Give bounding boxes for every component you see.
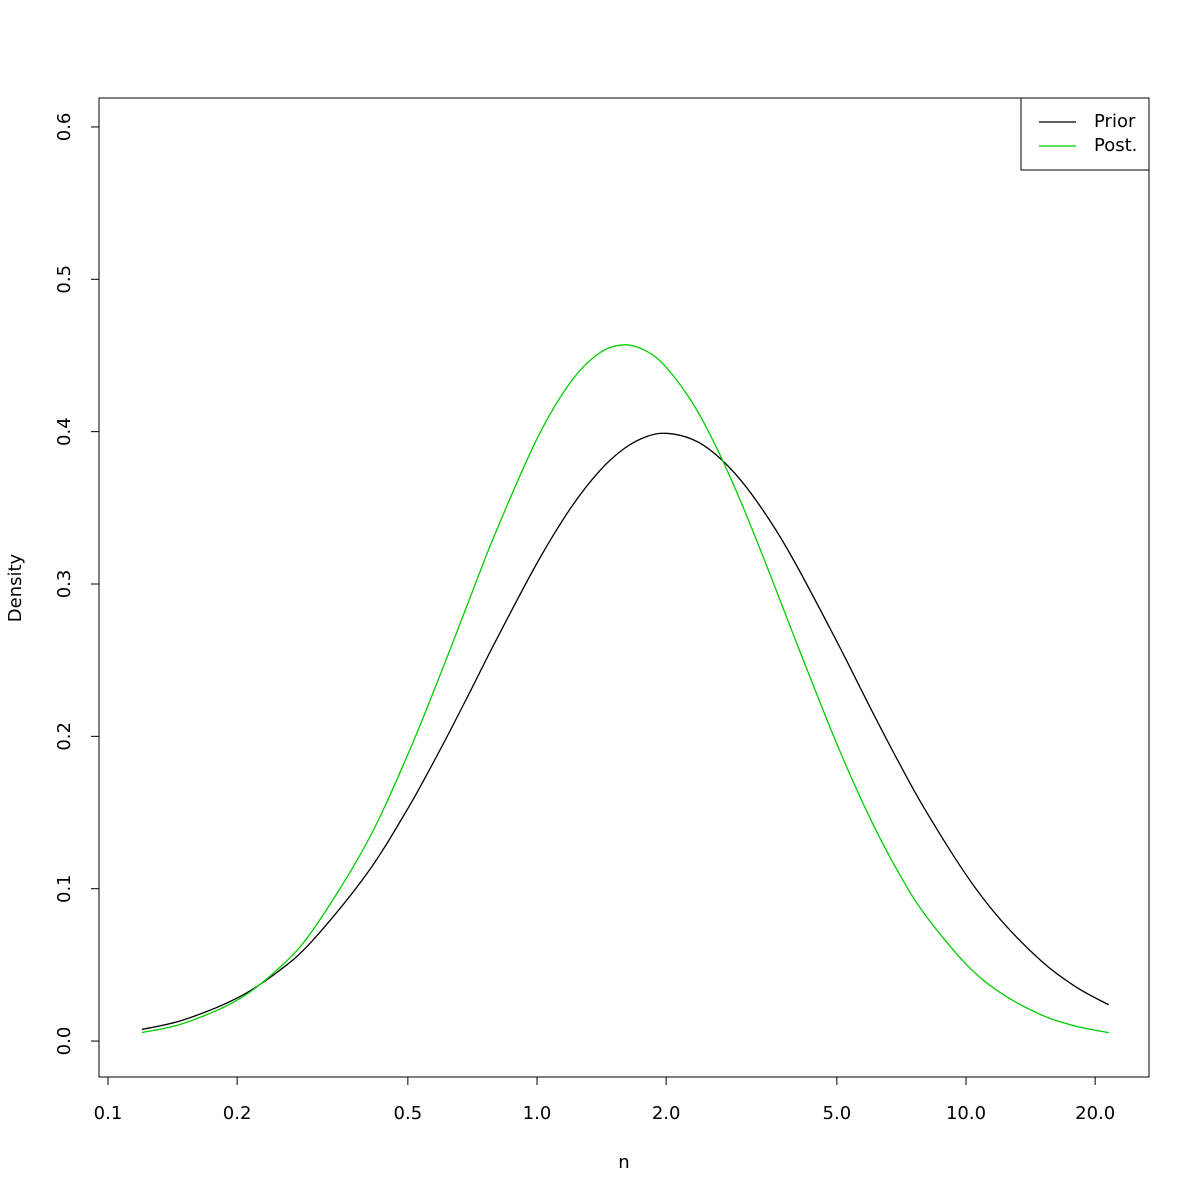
y-tick-label: 0.6 bbox=[54, 113, 75, 142]
y-tick-label: 0.0 bbox=[54, 1027, 75, 1056]
x-axis-label: n bbox=[618, 1152, 629, 1173]
y-tick-label: 0.2 bbox=[54, 722, 75, 751]
legend-label: Prior bbox=[1094, 111, 1136, 132]
plot-frame bbox=[98, 97, 1150, 1078]
x-tick-label: 1.0 bbox=[523, 1103, 552, 1124]
y-axis-label: Density bbox=[5, 553, 26, 622]
x-tick-label: 0.5 bbox=[394, 1103, 423, 1124]
series-line bbox=[141, 344, 1109, 1034]
y-tick-label: 0.5 bbox=[54, 265, 75, 294]
x-tick-label: 10.0 bbox=[946, 1103, 986, 1124]
y-tick-label: 0.1 bbox=[54, 874, 75, 903]
y-tick-label: 0.3 bbox=[54, 570, 75, 599]
x-tick-label: 0.1 bbox=[94, 1103, 123, 1124]
x-tick-label: 2.0 bbox=[652, 1103, 681, 1124]
x-tick-label: 5.0 bbox=[823, 1103, 852, 1124]
series-line bbox=[141, 432, 1109, 1031]
x-tick-label: 20.0 bbox=[1075, 1103, 1115, 1124]
y-tick-label: 0.4 bbox=[54, 417, 75, 446]
legend-box bbox=[1020, 97, 1150, 171]
x-tick-label: 0.2 bbox=[223, 1103, 252, 1124]
legend-label: Post. bbox=[1094, 135, 1137, 156]
